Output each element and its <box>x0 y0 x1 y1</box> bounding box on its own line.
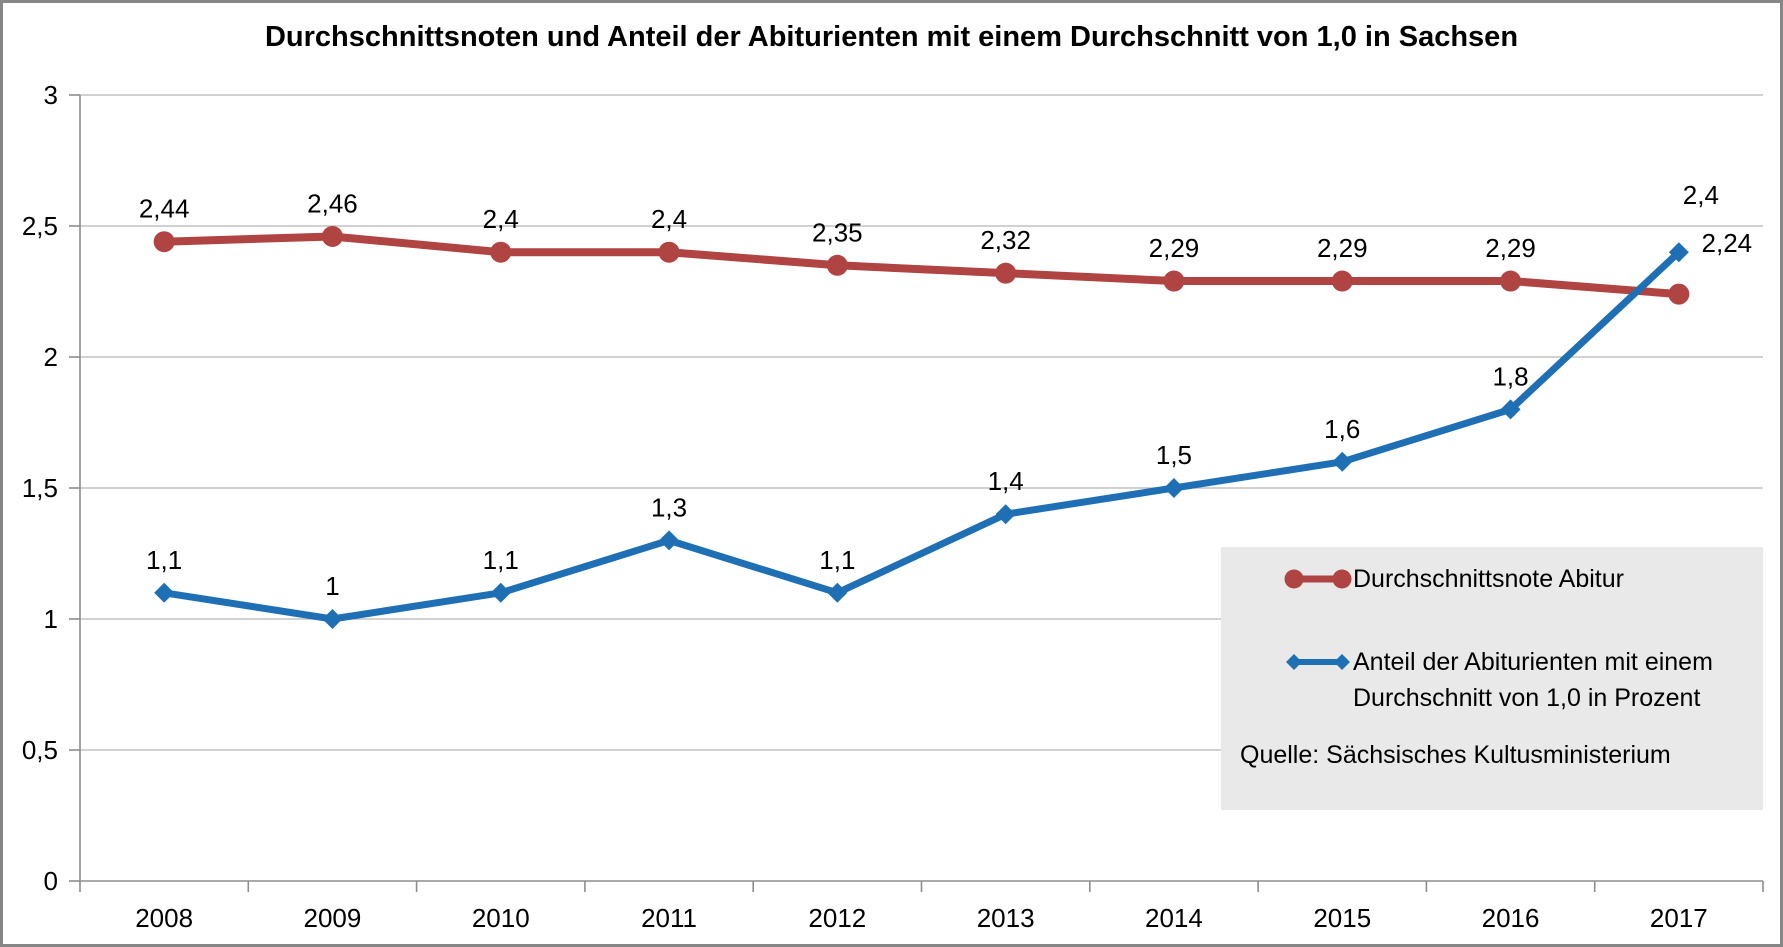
legend-blue-line-diamond-marker-icon <box>1286 654 1350 670</box>
series-line-blue <box>160 248 1683 623</box>
data-label: 2,24 <box>1702 228 1753 258</box>
data-label: 2,46 <box>307 188 358 218</box>
legend-entry1-label: Durchschnittsnote Abitur <box>1353 565 1624 593</box>
data-point-marker <box>995 262 1017 284</box>
data-label: 2,4 <box>651 204 687 234</box>
data-label: 2,29 <box>1485 233 1536 263</box>
data-label: 2,44 <box>139 194 190 224</box>
data-label: 1,6 <box>1324 414 1360 444</box>
x-axis-label: 2013 <box>977 903 1035 933</box>
x-axis-label: 2014 <box>1145 903 1203 933</box>
data-label: 2,29 <box>1317 233 1368 263</box>
data-point-marker <box>1668 242 1689 263</box>
data-label: 2,35 <box>812 217 863 247</box>
chart-title: Durchschnittsnoten und Anteil der Abitur… <box>264 21 1519 53</box>
data-label: 1,1 <box>819 545 855 575</box>
data-label: 1,5 <box>1156 440 1192 470</box>
data-point-marker <box>995 504 1016 525</box>
data-point-marker <box>1668 283 1690 305</box>
data-point-marker <box>658 241 680 263</box>
data-label: 1,1 <box>146 545 182 575</box>
x-axis-label: 2015 <box>1313 903 1371 933</box>
data-label: 1,3 <box>651 492 687 522</box>
source-note: Quelle: Sächsisches Kultusministerium <box>1240 741 1671 769</box>
x-axis-label: 2017 <box>1650 903 1708 933</box>
data-point-marker <box>826 254 848 276</box>
data-point-marker <box>659 530 680 551</box>
data-point-marker <box>322 609 343 629</box>
x-axis-label: 2012 <box>808 903 866 933</box>
data-point-marker <box>154 582 175 603</box>
data-label: 2,29 <box>1149 233 1200 263</box>
data-point-marker <box>153 231 175 253</box>
x-axis-label: 2011 <box>641 903 697 933</box>
data-point-marker <box>490 582 511 603</box>
y-axis-label: 2,5 <box>22 211 58 241</box>
data-label: 1,4 <box>988 466 1024 496</box>
legend-entry2-label: Anteil der Abiturienten mit einem Durchs… <box>1353 644 1713 716</box>
legend-red-line-circle-marker-icon <box>1284 569 1352 589</box>
y-axis-label: 1,5 <box>22 473 58 503</box>
data-point-marker <box>1500 270 1522 292</box>
data-label: 2,4 <box>483 204 519 234</box>
legend-entry2-line1: Anteil der Abiturienten mit einem <box>1353 648 1713 676</box>
legend-entry2-line2: Durchschnitt von 1,0 in Prozent <box>1353 684 1701 712</box>
y-axis-label: 0 <box>44 866 58 896</box>
legend-entry-durchschnittsnote: Durchschnittsnote Abitur <box>1221 561 1753 597</box>
data-label: 2,4 <box>1683 180 1719 210</box>
data-point-marker <box>1163 478 1184 498</box>
data-label: 1,8 <box>1492 361 1528 391</box>
x-axis-label: 2009 <box>304 903 362 933</box>
plot-area: 0 0,5 1 1,5 2 2,5 3 2008 2009 2010 2011 2012 2013 201… <box>22 80 1764 933</box>
x-axis-label: 2010 <box>472 903 530 933</box>
y-axis-label: 0,5 <box>22 735 58 765</box>
data-point-marker <box>1500 399 1521 420</box>
data-point-marker <box>1331 270 1353 292</box>
legend: Durchschnittsnote Abitur Anteil der Abit… <box>1221 547 1763 810</box>
x-axis-label: 2008 <box>135 903 193 933</box>
y-axis-label: 1 <box>44 604 58 634</box>
data-point-marker <box>1163 270 1185 292</box>
data-label: 1 <box>325 571 339 601</box>
data-point-marker <box>490 241 512 263</box>
data-label: 1,1 <box>483 545 519 575</box>
data-label: 2,32 <box>980 225 1031 255</box>
data-point-marker <box>1332 451 1353 472</box>
y-axis-label: 3 <box>44 80 58 110</box>
legend-entry-anteil: Anteil der Abiturienten mit einem Durchs… <box>1221 644 1753 716</box>
data-point-marker <box>827 582 848 603</box>
series-line-red <box>160 232 1683 299</box>
x-axis-label: 2016 <box>1482 903 1540 933</box>
data-point-marker <box>321 225 343 247</box>
y-axis-label: 2 <box>44 342 58 372</box>
